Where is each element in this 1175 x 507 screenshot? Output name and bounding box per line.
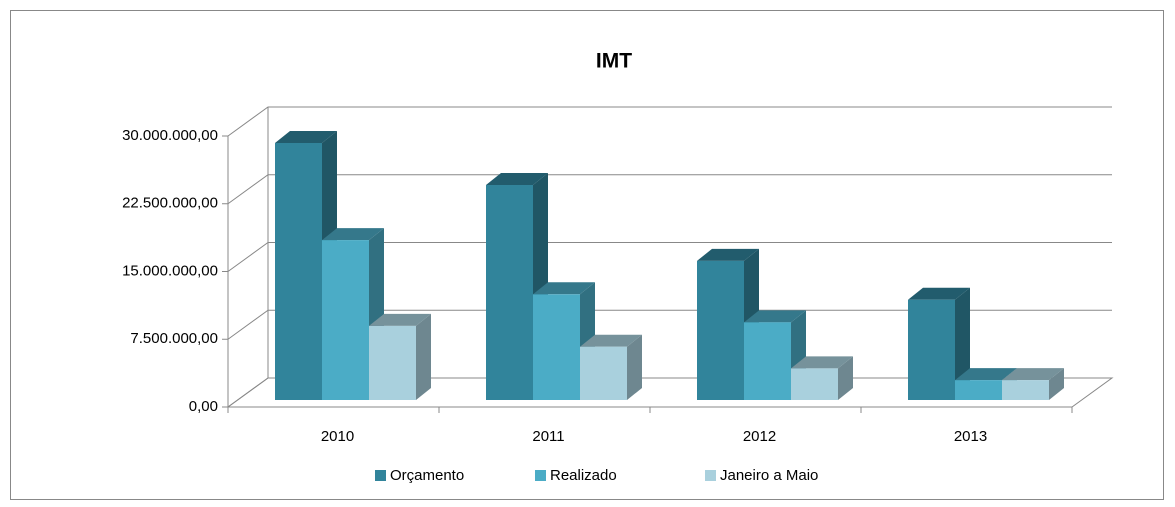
- bar-top: [369, 313, 431, 326]
- bar-top: [955, 368, 1017, 381]
- legend-swatch: [535, 470, 546, 481]
- grid-line: [227, 242, 1112, 272]
- bar: [791, 368, 838, 400]
- bar: [1002, 380, 1049, 400]
- grid-line: [227, 106, 1112, 137]
- legend-swatch: [375, 470, 386, 481]
- grid-line: [227, 309, 1112, 340]
- bar-top: [908, 287, 970, 300]
- bar: [533, 294, 580, 400]
- y-tick-label: 15.000.000,00: [122, 262, 218, 279]
- x-tick-label: 2012: [743, 428, 776, 445]
- bar-top: [275, 131, 337, 144]
- bar: [369, 325, 416, 400]
- legend-label: Orçamento: [390, 467, 464, 484]
- legend-label: Janeiro a Maio: [720, 467, 818, 484]
- bar-side: [838, 356, 853, 400]
- bar-top: [791, 356, 853, 369]
- bar: [275, 143, 322, 401]
- bar-top: [322, 228, 384, 241]
- grid-line: [227, 174, 1112, 205]
- bar-side: [1049, 368, 1064, 400]
- x-tick-label: 2010: [321, 428, 354, 445]
- chart-title: IMT: [596, 50, 632, 73]
- bar: [908, 299, 955, 400]
- y-tick-label: 22.500.000,00: [122, 195, 218, 212]
- y-tick-label: 0,00: [189, 398, 218, 415]
- y-tick-label: 7.500.000,00: [130, 330, 218, 347]
- legend-label: Realizado: [550, 467, 617, 484]
- chart-border: [10, 10, 1164, 500]
- bar: [955, 380, 1002, 400]
- x-tick-label: 2013: [954, 428, 987, 445]
- bar-top: [580, 334, 642, 347]
- y-tick-label: 30.000.000,00: [122, 127, 218, 144]
- bar-side: [627, 334, 642, 400]
- bar: [697, 260, 744, 400]
- bar: [744, 322, 791, 400]
- bar-side: [416, 313, 431, 400]
- bar-top: [744, 310, 806, 323]
- legend-swatch: [705, 470, 716, 481]
- bar-top: [533, 282, 595, 295]
- bar-top: [486, 173, 548, 186]
- bar: [486, 185, 533, 400]
- bar: [580, 346, 627, 400]
- x-tick-label: 2011: [532, 428, 564, 445]
- bar: [322, 240, 369, 400]
- bar-top: [1002, 368, 1064, 381]
- bar-top: [697, 248, 759, 261]
